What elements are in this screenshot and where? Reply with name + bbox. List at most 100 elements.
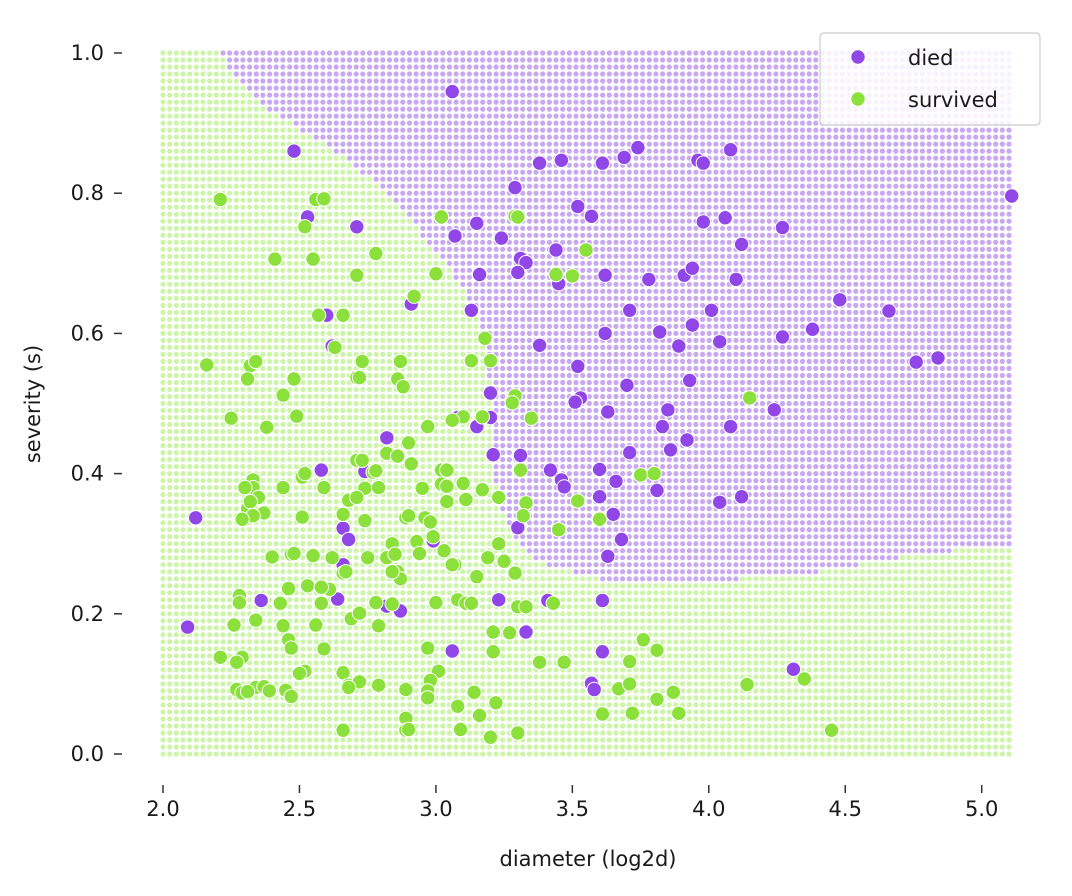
data-point-died (471, 266, 488, 283)
grid-column (386, 50, 393, 757)
x-tick-label: 3.0 (419, 797, 452, 821)
grid-column (793, 50, 799, 757)
data-point-survived (291, 665, 308, 682)
grid-column (260, 50, 266, 757)
data-point-survived (422, 514, 439, 530)
y-tick-label: 1.0 (71, 41, 104, 65)
data-point-survived (531, 654, 548, 670)
grid-column (926, 50, 932, 757)
grid-column (267, 50, 273, 757)
data-point-died (930, 350, 946, 366)
data-point-survived (739, 676, 755, 693)
grid-column (879, 50, 886, 757)
data-point-died (600, 548, 616, 564)
data-point-survived (297, 219, 313, 235)
data-point-survived (313, 579, 329, 595)
grid-column (466, 50, 472, 757)
data-point-survived (823, 722, 840, 738)
data-point-died (733, 236, 750, 253)
grid-column (986, 50, 992, 757)
data-point-died (349, 219, 365, 235)
data-point-survived (548, 266, 564, 283)
data-point-survived (286, 545, 302, 562)
data-point-died (444, 643, 460, 659)
grid-column (720, 50, 726, 757)
legend-label-died: died (908, 46, 953, 70)
x-tick-label: 3.5 (556, 797, 589, 821)
data-point-survived (496, 553, 512, 569)
x-tick-label: 4.0 (692, 797, 725, 821)
grid-column (480, 50, 486, 757)
data-point-survived (354, 353, 370, 370)
grid-column (173, 50, 179, 757)
data-point-survived (267, 251, 283, 267)
grid-column (899, 50, 906, 757)
data-point-survived (289, 408, 305, 424)
data-point-survived (248, 612, 264, 628)
grid-column (799, 50, 806, 757)
data-point-survived (474, 482, 490, 498)
grid-column (606, 50, 612, 757)
grid-column (180, 50, 186, 757)
data-point-survived (349, 489, 365, 506)
grid-column (919, 50, 926, 757)
grid-column (673, 50, 679, 757)
x-tick-label: 5.0 (965, 797, 998, 821)
data-point-died (591, 461, 608, 478)
grid-column (640, 50, 646, 757)
data-point-survived (649, 691, 665, 707)
data-point-died (722, 418, 739, 435)
data-point-survived (324, 550, 340, 566)
data-point-survived (294, 509, 310, 525)
data-point-survived (504, 395, 520, 411)
grid-column (993, 50, 999, 757)
data-point-survived (485, 644, 501, 660)
data-point-died (330, 591, 346, 607)
data-point-survived (387, 546, 403, 562)
grid-column (353, 50, 359, 757)
data-point-survived (275, 479, 291, 496)
grid-column (906, 50, 912, 757)
grid-column (227, 50, 233, 757)
data-point-survived (428, 266, 444, 282)
data-point-died (313, 462, 329, 478)
data-point-died (785, 661, 802, 677)
grid-column (247, 50, 253, 757)
data-point-survived (231, 594, 248, 611)
data-point-survived (474, 409, 490, 425)
data-point-survived (305, 547, 321, 564)
data-point-survived (316, 479, 332, 496)
x-tick-label: 2.0 (146, 797, 179, 821)
x-tick-label: 4.5 (829, 797, 862, 821)
grid-column (953, 50, 959, 757)
grid-column (753, 50, 759, 757)
data-point-survived (622, 676, 638, 692)
data-point-died (717, 210, 733, 226)
data-point-survived (482, 729, 499, 745)
grid-column (560, 50, 566, 757)
grid-column (779, 50, 786, 757)
data-point-died (613, 531, 630, 548)
data-point-survived (264, 549, 280, 565)
data-point-survived (308, 617, 324, 633)
data-point-died (567, 394, 583, 410)
data-point-survived (384, 564, 400, 580)
y-axis-ticks: 0.0 0.2 0.4 0.6 0.8 1.0 (71, 41, 122, 766)
data-point-survived (400, 721, 417, 738)
grid-column (460, 50, 466, 757)
data-point-survived (239, 371, 256, 387)
series-survived (199, 191, 840, 745)
grid-column (933, 50, 939, 757)
grid-column (380, 50, 386, 757)
grid-column (586, 50, 592, 757)
y-tick-label: 0.8 (71, 181, 104, 205)
data-point-survived (392, 353, 409, 370)
data-point-died (766, 402, 782, 418)
data-point-died (733, 489, 750, 505)
data-point-survived (351, 605, 368, 621)
data-point-died (570, 358, 586, 374)
grid-column (853, 50, 859, 757)
grid-column (660, 50, 666, 757)
data-point-died (586, 681, 602, 698)
